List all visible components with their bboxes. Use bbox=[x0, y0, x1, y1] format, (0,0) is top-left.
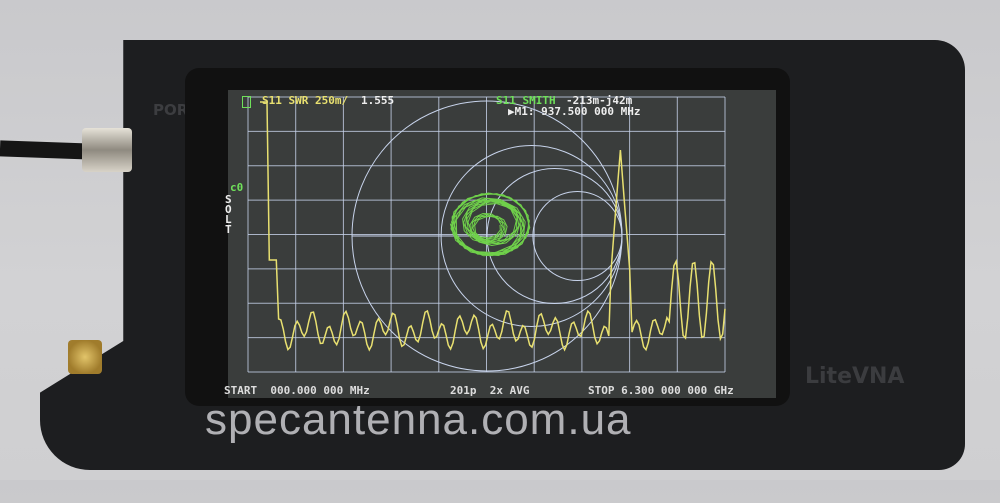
start-frequency[interactable]: START 000.000 000 MHz bbox=[224, 384, 370, 397]
trace2-value: -213m-j42m bbox=[566, 94, 633, 107]
smith-trace bbox=[449, 192, 531, 257]
trace1-label[interactable]: S11 SWR 250m/ bbox=[262, 94, 349, 107]
marker-readout[interactable]: ▶M1: 937.500 000 MHz bbox=[508, 105, 641, 118]
device-logo: LiteVNA bbox=[805, 364, 905, 389]
smith-chart bbox=[351, 100, 623, 372]
swr-trace bbox=[260, 101, 726, 352]
sweep-points[interactable]: 201p 2x AVG bbox=[450, 384, 530, 397]
trace1-value: 1.555 bbox=[361, 94, 395, 107]
stop-frequency[interactable]: STOP 6.300 000 000 GHz bbox=[588, 384, 734, 397]
trace2-label[interactable]: S11 SMITH bbox=[496, 94, 556, 107]
port1-connector bbox=[82, 128, 132, 172]
grid bbox=[247, 96, 726, 373]
battery-icon bbox=[242, 96, 251, 108]
watermark: specantenna.com.ua bbox=[205, 395, 632, 444]
cal-l: L bbox=[225, 213, 232, 226]
cal-o: O bbox=[225, 203, 232, 216]
port2-connector bbox=[68, 340, 102, 374]
cal-slot: c0 bbox=[230, 181, 244, 194]
screen-plot bbox=[247, 96, 726, 373]
cal-s: S bbox=[225, 193, 232, 206]
cal-t: T bbox=[225, 223, 232, 236]
